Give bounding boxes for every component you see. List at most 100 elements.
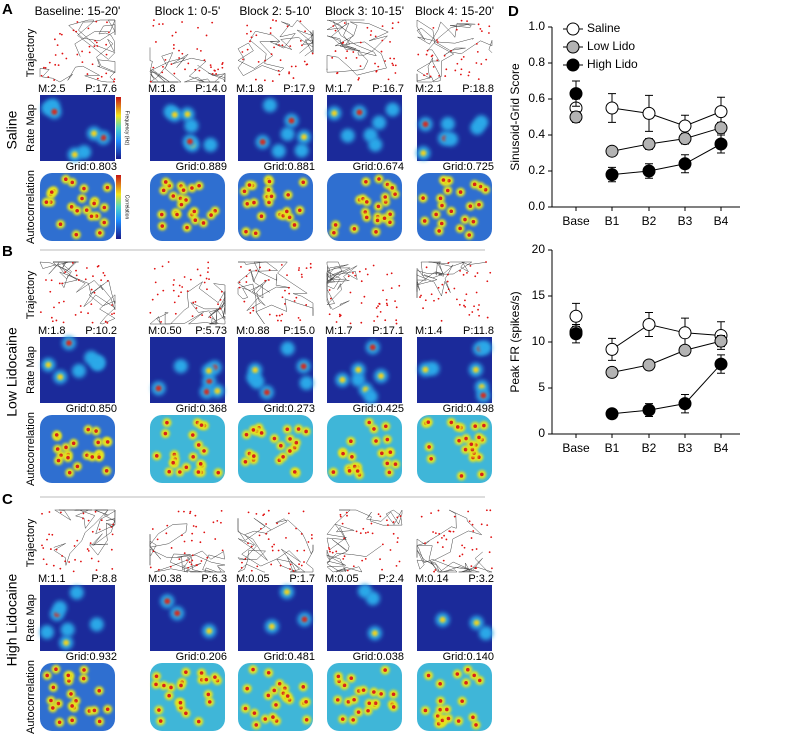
spike bbox=[352, 272, 354, 274]
spike bbox=[346, 569, 349, 572]
spike bbox=[381, 25, 384, 28]
field bbox=[205, 367, 212, 374]
spike bbox=[424, 542, 426, 545]
peak bbox=[286, 193, 290, 197]
spike bbox=[398, 560, 401, 563]
field bbox=[422, 366, 429, 373]
grid-label: Grid:0.674 bbox=[353, 161, 404, 173]
peak bbox=[383, 424, 388, 429]
spike bbox=[385, 302, 388, 305]
spike bbox=[221, 549, 224, 552]
spike bbox=[76, 539, 79, 542]
field bbox=[444, 132, 459, 147]
peak bbox=[376, 204, 381, 209]
spike bbox=[54, 63, 57, 66]
peak bbox=[92, 708, 97, 713]
spike bbox=[331, 551, 334, 554]
rate-label: M:1.4 bbox=[415, 325, 443, 337]
spike bbox=[394, 72, 397, 74]
row-label: Rate Map bbox=[25, 346, 37, 394]
spike bbox=[187, 566, 190, 569]
trajectory bbox=[326, 19, 389, 76]
spike bbox=[478, 314, 480, 317]
spike bbox=[434, 569, 437, 571]
spike bbox=[149, 311, 152, 314]
spike bbox=[64, 271, 67, 274]
peak bbox=[89, 214, 94, 219]
spike bbox=[209, 316, 212, 319]
grid-label: Grid:0.932 bbox=[66, 651, 117, 663]
peak bbox=[304, 718, 309, 722]
field bbox=[203, 388, 210, 395]
peak bbox=[277, 681, 282, 686]
peak bbox=[391, 692, 396, 697]
spike bbox=[59, 567, 62, 570]
spike bbox=[426, 49, 429, 52]
spike bbox=[461, 553, 464, 556]
spike bbox=[241, 561, 243, 564]
peak bbox=[54, 667, 58, 672]
panel-letter: A bbox=[2, 1, 13, 18]
spike bbox=[189, 278, 192, 281]
spike bbox=[311, 537, 313, 540]
peak bbox=[347, 469, 352, 473]
spike bbox=[55, 319, 58, 322]
spike bbox=[161, 265, 164, 268]
spike bbox=[386, 304, 389, 307]
spike bbox=[391, 22, 394, 25]
grid-label: Grid:0.725 bbox=[443, 161, 494, 173]
spike bbox=[372, 264, 375, 267]
rate-label: P:14.0 bbox=[195, 83, 227, 95]
spike bbox=[201, 314, 204, 316]
field bbox=[206, 378, 213, 385]
rate-label: M:0.05 bbox=[325, 573, 359, 585]
spike bbox=[290, 65, 293, 68]
spike bbox=[104, 320, 107, 323]
condition-label: Low Lidocaine bbox=[4, 327, 20, 417]
peak bbox=[459, 474, 464, 478]
peak bbox=[440, 203, 444, 208]
spike bbox=[186, 290, 189, 293]
peak bbox=[58, 222, 63, 227]
spike bbox=[286, 25, 289, 28]
spike bbox=[170, 63, 173, 66]
spike bbox=[395, 319, 398, 322]
spike bbox=[420, 294, 422, 297]
peak bbox=[84, 208, 89, 212]
peak bbox=[158, 719, 163, 723]
peak bbox=[477, 455, 481, 459]
field bbox=[355, 366, 362, 373]
peak bbox=[456, 719, 461, 723]
spike bbox=[477, 23, 480, 26]
spike bbox=[255, 269, 258, 272]
spike bbox=[293, 300, 296, 302]
spike bbox=[475, 291, 478, 294]
spike bbox=[88, 51, 91, 54]
spike bbox=[105, 43, 108, 46]
spike bbox=[359, 41, 362, 44]
peak bbox=[287, 215, 292, 220]
peak bbox=[67, 679, 71, 683]
peak bbox=[207, 700, 212, 704]
spike bbox=[61, 52, 64, 55]
spike bbox=[394, 64, 397, 67]
peak bbox=[67, 470, 72, 475]
spike bbox=[158, 23, 161, 26]
field bbox=[91, 355, 106, 370]
spike bbox=[172, 47, 175, 50]
spike bbox=[462, 273, 465, 276]
field bbox=[294, 143, 309, 158]
spike bbox=[343, 22, 346, 24]
spike bbox=[214, 538, 217, 540]
spike bbox=[447, 288, 450, 291]
spike bbox=[299, 20, 302, 23]
peak bbox=[82, 668, 86, 672]
peak bbox=[352, 697, 356, 702]
spike bbox=[177, 510, 180, 513]
spike bbox=[304, 30, 306, 33]
peak bbox=[336, 674, 341, 679]
spike bbox=[178, 558, 181, 561]
spike bbox=[287, 512, 290, 515]
spike bbox=[485, 261, 487, 263]
peak bbox=[181, 188, 186, 192]
